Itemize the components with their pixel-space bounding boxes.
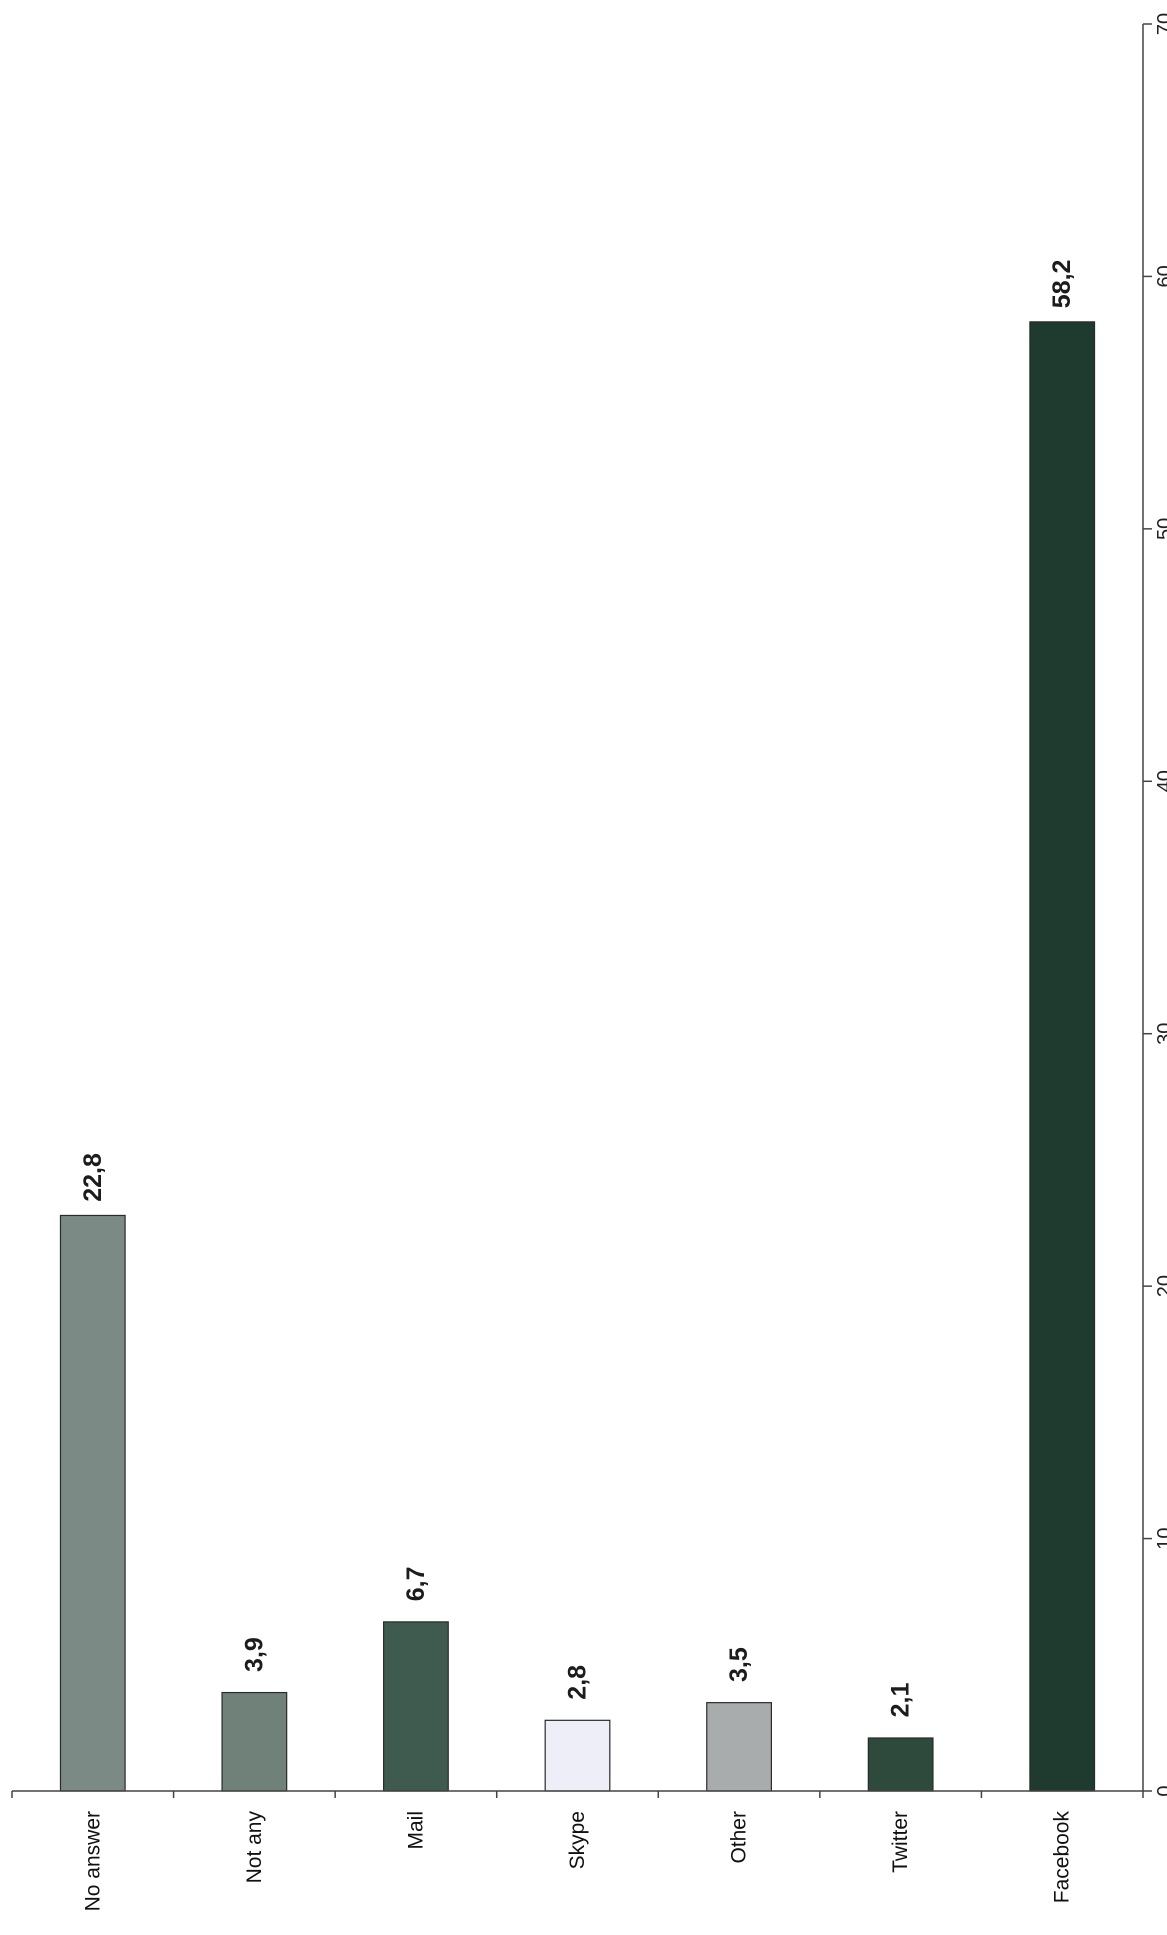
value-tick-label: 70 bbox=[1154, 13, 1167, 35]
data-label: 58,2 bbox=[1048, 260, 1076, 309]
data-label: 6,7 bbox=[402, 1566, 430, 1601]
value-tick-label: 0 bbox=[1154, 1785, 1167, 1796]
value-tick-label: 40 bbox=[1154, 770, 1167, 792]
data-labels: 22,8 3,9 6,7 2,8 3,5 2,1 58,2 bbox=[79, 260, 1076, 1718]
category-axis: No answer Not any Mail Skype Other Twitter Fac… bbox=[11, 1790, 1144, 1911]
category-label: Mail bbox=[404, 1811, 427, 1850]
value-tick-label: 20 bbox=[1154, 1275, 1167, 1297]
category-label: No answer bbox=[81, 1811, 104, 1911]
value-tick-label: 60 bbox=[1154, 265, 1167, 287]
bar bbox=[59, 1214, 126, 1792]
bar bbox=[867, 1737, 934, 1792]
category-label: Other bbox=[728, 1811, 751, 1864]
data-label: 2,8 bbox=[564, 1665, 592, 1700]
category-label: Skype bbox=[566, 1811, 589, 1869]
value-axis: 0 10 20 30 40 50 60 70 bbox=[1142, 13, 1167, 1797]
value-tick-label: 10 bbox=[1154, 1527, 1167, 1549]
bars bbox=[59, 321, 1096, 1792]
bar bbox=[1029, 321, 1096, 1792]
data-label: 22,8 bbox=[79, 1153, 107, 1202]
bar bbox=[221, 1691, 288, 1792]
category-label: Facebook bbox=[1051, 1811, 1074, 1904]
category-label: Twitter bbox=[889, 1811, 912, 1873]
bar bbox=[544, 1719, 611, 1792]
bar bbox=[383, 1621, 449, 1792]
value-tick-label: 30 bbox=[1154, 1023, 1167, 1045]
data-label: 2,1 bbox=[887, 1683, 915, 1718]
bar bbox=[706, 1702, 772, 1792]
value-tick-label: 50 bbox=[1154, 518, 1167, 540]
data-label: 3,9 bbox=[240, 1637, 268, 1672]
category-label: Not any bbox=[243, 1811, 266, 1884]
data-label: 3,5 bbox=[725, 1647, 753, 1682]
